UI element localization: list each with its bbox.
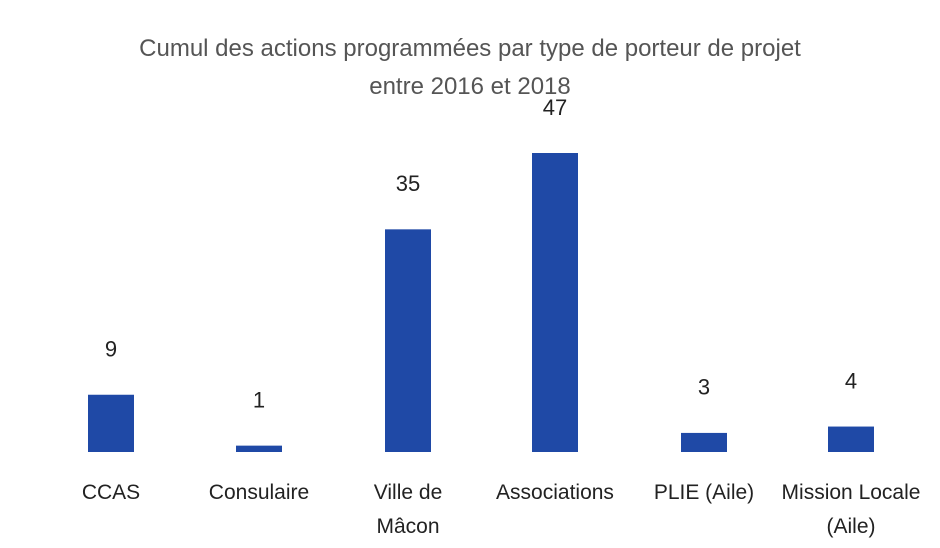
data-label: 47 xyxy=(543,95,567,120)
x-tick-label: Ville de Mâcon xyxy=(373,481,443,538)
data-label: 35 xyxy=(396,171,420,196)
x-tick-label: Associations xyxy=(496,481,614,504)
bar xyxy=(385,229,431,452)
data-label: 1 xyxy=(253,387,265,412)
bar xyxy=(681,432,727,452)
data-label: 4 xyxy=(845,368,857,393)
data-label: 9 xyxy=(105,337,117,362)
x-tick-label: CCAS xyxy=(81,481,141,504)
title-line: Cumul des actions programmées par type d… xyxy=(139,35,801,62)
bar xyxy=(828,426,874,452)
chart-title: Cumul des actions programmées par type d… xyxy=(139,35,801,100)
data-label: 3 xyxy=(698,375,710,400)
x-tick-label: Consulaire xyxy=(208,481,310,504)
bar xyxy=(88,394,134,452)
title-line: entre 2016 et 2018 xyxy=(369,73,571,100)
bar xyxy=(236,445,282,452)
bar xyxy=(532,153,578,452)
x-tick-label: Mission Locale (Aile) xyxy=(781,481,921,538)
x-tick-label: PLIE (Aile) xyxy=(653,481,755,504)
